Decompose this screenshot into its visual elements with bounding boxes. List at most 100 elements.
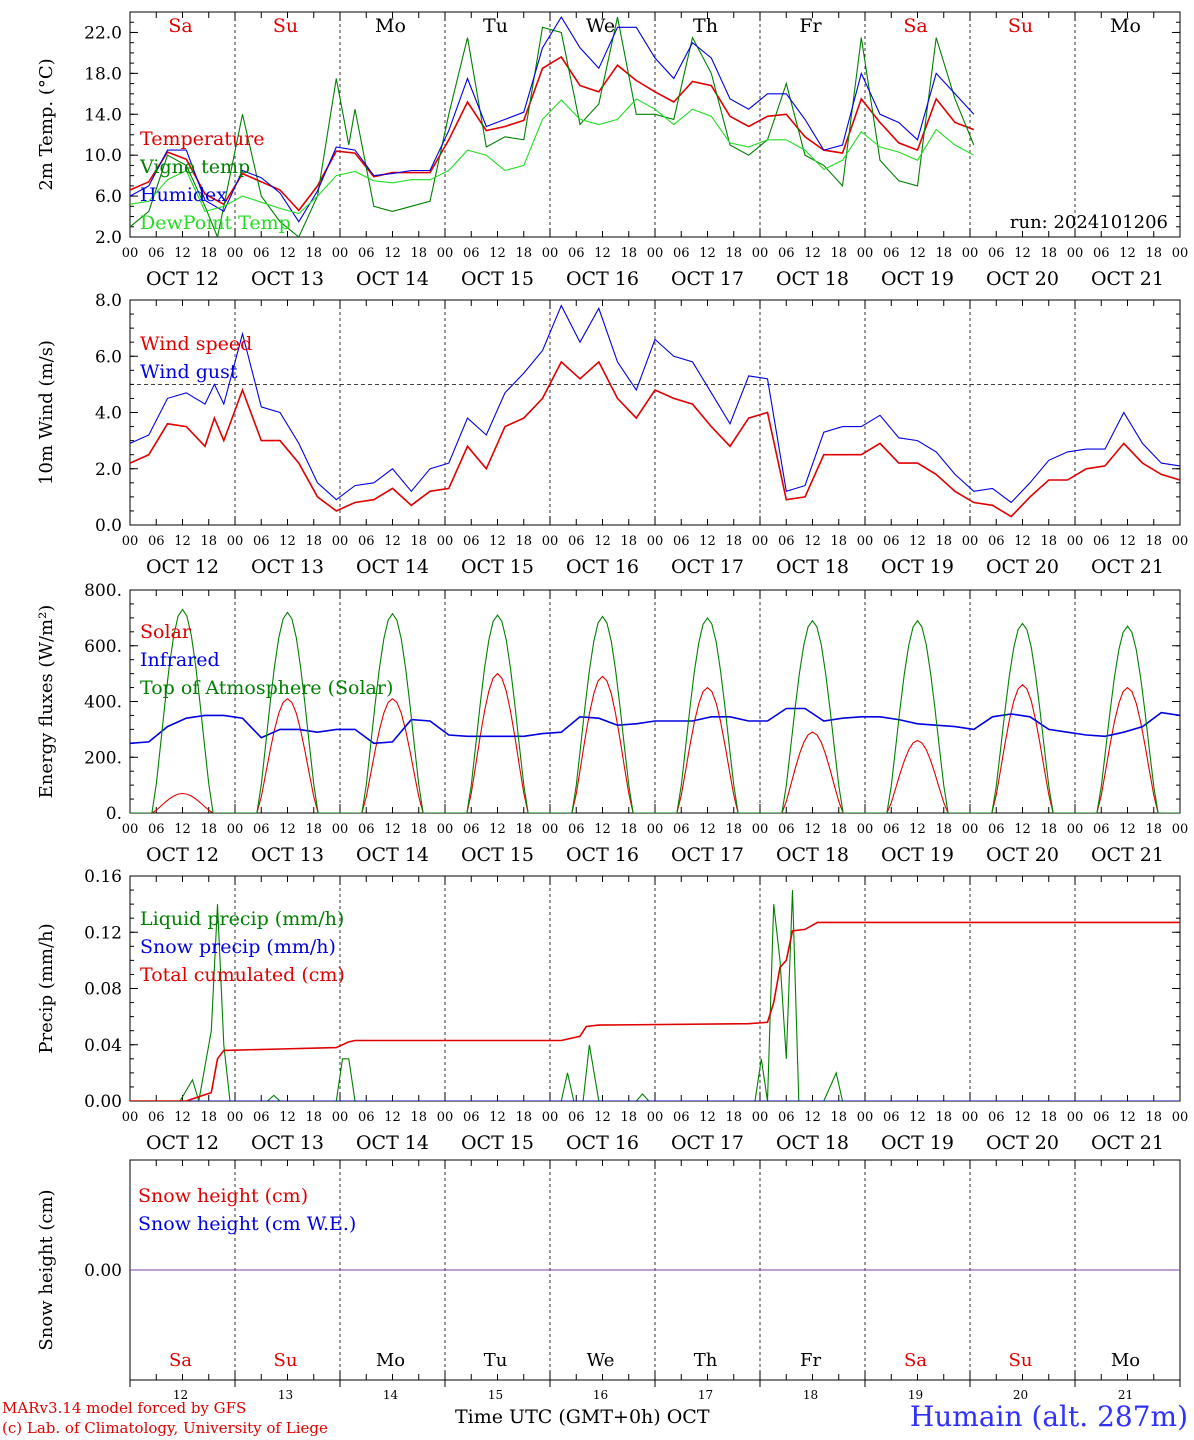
hour-tick-label: 00 (857, 534, 874, 549)
y-axis-label: Energy fluxes (W/m²) (36, 605, 57, 799)
hour-tick-label: 06 (568, 534, 585, 549)
hour-tick-label: 06 (1093, 822, 1110, 837)
hour-tick-label: 00 (542, 1110, 559, 1125)
date-label: OCT 14 (356, 268, 429, 290)
day-name-top: Th (693, 15, 718, 37)
run-annotation: run: 2024101206 (1010, 212, 1168, 233)
hour-tick-label: 00 (1067, 534, 1084, 549)
hour-tick-label: 06 (778, 822, 795, 837)
day-number-bottom: 13 (278, 1388, 293, 1402)
hour-tick-label: 00 (962, 822, 979, 837)
hour-tick-label: 06 (463, 246, 480, 261)
hour-tick-label: 18 (1040, 1110, 1057, 1125)
hour-tick-label: 06 (358, 822, 375, 837)
hour-tick-label: 18 (200, 1110, 217, 1125)
date-label: OCT 21 (1091, 268, 1164, 290)
hour-tick-label: 06 (673, 246, 690, 261)
panel-frame-0 (129, 11, 1181, 238)
y-axis-label: Precip (mm/h) (36, 923, 57, 1053)
y-tick-label: 0. (106, 804, 122, 824)
hour-tick-label: 18 (515, 1110, 532, 1125)
hour-tick-label: 00 (752, 822, 769, 837)
hour-tick-label: 06 (883, 1110, 900, 1125)
hour-tick-label: 00 (332, 246, 349, 261)
y-tick-label: 0.00 (84, 1092, 122, 1112)
hour-tick-label: 12 (594, 534, 611, 549)
hour-tick-label: 00 (332, 1110, 349, 1125)
legend-entry: Infrared (140, 649, 220, 671)
hour-tick-label: 12 (384, 246, 401, 261)
day-name-top: Sa (168, 15, 192, 37)
day-name-top: Fr (799, 15, 822, 37)
hour-tick-label: 18 (200, 822, 217, 837)
hour-tick-label: 06 (988, 246, 1005, 261)
day-name-bottom: We (587, 1350, 615, 1371)
day-number-bottom: 14 (383, 1388, 399, 1402)
y-tick-label: 4.0 (95, 404, 122, 424)
hour-tick-label: 06 (778, 246, 795, 261)
hour-tick-label: 12 (279, 822, 296, 837)
date-label: OCT 16 (566, 844, 639, 866)
hour-tick-label: 12 (804, 534, 821, 549)
hour-tick-label: 00 (857, 1110, 874, 1125)
date-label: OCT 17 (671, 1132, 744, 1154)
hour-tick-label: 18 (1145, 1110, 1162, 1125)
model-credit-line1: MARv3.14 model forced by GFS (2, 1399, 247, 1417)
hour-tick-label: 18 (725, 534, 742, 549)
date-label: OCT 12 (146, 556, 219, 578)
day-number-bottom: 21 (1118, 1388, 1133, 1402)
date-label: OCT 15 (461, 1132, 534, 1154)
hour-tick-label: 00 (647, 534, 664, 549)
hour-tick-label: 00 (647, 246, 664, 261)
series-line-total-cumulated-cm- (130, 921, 1180, 1101)
series-line-infrared (130, 707, 1180, 745)
y-tick-label: 0.04 (84, 1036, 122, 1056)
hour-tick-label: 18 (830, 534, 847, 549)
date-label: OCT 17 (671, 844, 744, 866)
date-label: OCT 12 (146, 844, 219, 866)
hour-tick-label: 18 (305, 534, 322, 549)
hour-tick-label: 18 (620, 246, 637, 261)
hour-tick-label: 06 (463, 1110, 480, 1125)
day-name-bottom: Fr (800, 1350, 821, 1371)
y-axis-label: 2m Temp. (°C) (36, 58, 57, 190)
hour-tick-label: 12 (489, 246, 506, 261)
time-axis-label: Time UTC (GMT+0h) OCT (455, 1406, 710, 1428)
hour-tick-label: 12 (279, 534, 296, 549)
date-label: OCT 13 (251, 844, 324, 866)
date-label: OCT 16 (566, 268, 639, 290)
hour-tick-label: 06 (883, 246, 900, 261)
hour-tick-label: 06 (253, 1110, 270, 1125)
date-label: OCT 15 (461, 844, 534, 866)
hour-tick-label: 00 (122, 534, 139, 549)
hour-tick-label: 18 (1040, 822, 1057, 837)
y-tick-label: 0.16 (84, 867, 122, 887)
hour-tick-label: 18 (410, 534, 427, 549)
hour-tick-label: 12 (174, 822, 191, 837)
hour-tick-label: 00 (437, 822, 454, 837)
hour-tick-label: 00 (1172, 246, 1189, 261)
hour-tick-label: 00 (1172, 1110, 1189, 1125)
day-number-bottom: 20 (1013, 1388, 1028, 1402)
hour-tick-label: 00 (962, 534, 979, 549)
date-label: OCT 18 (776, 556, 849, 578)
hour-tick-label: 12 (174, 246, 191, 261)
hour-tick-label: 06 (883, 534, 900, 549)
hour-tick-label: 06 (1093, 246, 1110, 261)
hour-tick-label: 06 (148, 246, 165, 261)
hour-tick-label: 00 (752, 246, 769, 261)
hour-tick-label: 00 (542, 246, 559, 261)
hour-tick-label: 12 (594, 822, 611, 837)
hour-tick-label: 12 (909, 246, 926, 261)
day-name-top: We (586, 15, 615, 37)
hour-tick-label: 00 (227, 1110, 244, 1125)
date-label: OCT 20 (986, 1132, 1059, 1154)
date-label: OCT 19 (881, 268, 954, 290)
hour-tick-label: 06 (358, 246, 375, 261)
hour-tick-label: 12 (804, 822, 821, 837)
series-line-liquid-precip-mm-h- (130, 890, 1180, 1101)
hour-tick-label: 06 (988, 822, 1005, 837)
legend-entry: DewPoint Temp (140, 212, 291, 234)
date-label: OCT 17 (671, 556, 744, 578)
